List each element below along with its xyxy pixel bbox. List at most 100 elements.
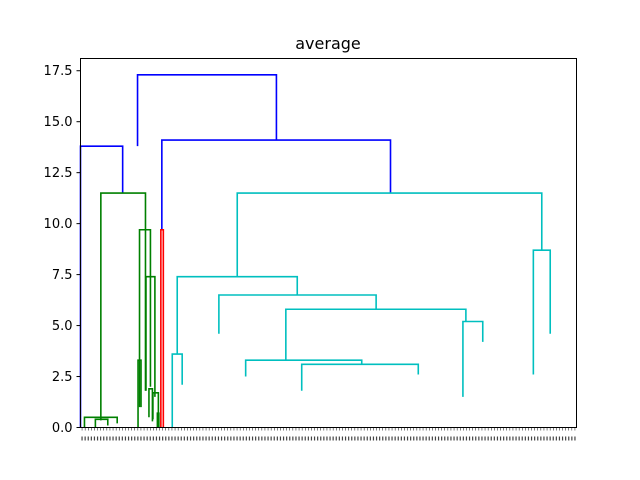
x-leaf-label-mark <box>137 436 139 441</box>
x-leaf-label-mark <box>450 436 452 441</box>
x-leaf-label-mark <box>140 436 142 441</box>
x-leaf-label-mark <box>112 436 114 441</box>
x-leaf-label-mark <box>459 436 461 441</box>
x-leaf-label-mark <box>171 436 173 441</box>
x-leaf-label-mark <box>124 436 127 441</box>
x-leaf-label-mark <box>406 436 409 441</box>
x-leaf-label-mark <box>363 436 365 441</box>
dendrogram-link-green-4 <box>83 416 118 428</box>
x-leaf-label-mark <box>441 436 443 441</box>
x-leaf-label-mark <box>410 436 412 441</box>
x-leaf-label-mark <box>388 436 390 441</box>
dendrogram-link-green-7 <box>145 275 156 397</box>
x-leaf-label-mark <box>366 436 368 441</box>
dendrogram-links <box>79 74 552 428</box>
x-leaf-label-mark <box>100 436 102 441</box>
dendrogram-link-red-12 <box>160 228 165 428</box>
y-tick-label: 0.0 <box>52 421 73 436</box>
dendrogram-link-green-5 <box>94 418 109 428</box>
x-leaf-label-mark <box>326 436 328 441</box>
dendrogram-link-cyan-19 <box>244 359 363 377</box>
x-leaf-label-mark <box>286 436 288 441</box>
x-leaf-label-mark <box>320 436 322 441</box>
dendrogram-link-green-6 <box>138 228 152 408</box>
x-leaf-label-mark <box>338 436 340 441</box>
x-leaf-label-mark <box>434 436 437 441</box>
x-leaf-label-mark <box>255 436 257 441</box>
x-leaf-label-mark <box>375 436 378 441</box>
dendrogram-link-cyan-16 <box>285 308 467 361</box>
x-leaf-label-mark <box>524 436 526 441</box>
x-leaf-label-mark <box>227 436 229 441</box>
x-leaf-label-mark <box>323 436 325 441</box>
x-leaf-label-mark <box>437 436 440 441</box>
x-leaf-label-mark <box>416 436 418 441</box>
x-leaf-label-mark <box>527 436 530 441</box>
x-leaf-label-mark <box>574 436 576 441</box>
x-leaf-label-mark <box>515 436 517 441</box>
x-leaf-label-mark <box>180 436 182 441</box>
x-leaf-label-mark <box>248 436 251 441</box>
x-leaf-label-mark <box>245 436 247 441</box>
x-leaf-label-mark <box>348 436 350 441</box>
x-leaf-label-mark <box>270 436 272 441</box>
x-leaf-label-mark <box>279 436 282 441</box>
x-leaf-label-mark <box>561 436 564 441</box>
x-leaf-label-mark <box>341 436 344 441</box>
x-leaf-label-mark <box>549 436 551 441</box>
x-leaf-label-mark <box>202 436 204 441</box>
x-leaf-label-mark <box>199 436 201 441</box>
y-tick-label: 7.5 <box>52 268 73 283</box>
x-leaf-label-mark <box>168 436 170 441</box>
x-leaf-label-mark <box>162 436 164 441</box>
dendrogram-link-cyan-14 <box>176 275 299 355</box>
dendrogram-link-cyan-21 <box>171 353 183 428</box>
x-axis-leaf-ticks <box>81 427 576 441</box>
x-leaf-label-mark <box>372 436 375 441</box>
x-leaf-label-mark <box>425 436 427 441</box>
x-leaf-label-mark <box>568 436 570 441</box>
x-leaf-label-mark <box>382 436 384 441</box>
dendrogram-link-green-8 <box>137 359 142 428</box>
y-tick-label: 17.5 <box>44 64 73 79</box>
x-leaf-label-mark <box>422 436 424 441</box>
x-leaf-label-mark <box>512 436 514 441</box>
x-leaf-label-mark <box>335 436 337 441</box>
x-leaf-label-mark <box>487 436 489 441</box>
x-leaf-label-mark <box>379 436 381 441</box>
x-leaf-label-mark <box>208 436 210 441</box>
x-leaf-label-mark <box>304 436 306 441</box>
x-leaf-label-mark <box>565 436 567 441</box>
x-leaf-label-mark <box>496 436 499 441</box>
chart-title: average <box>295 34 361 53</box>
x-leaf-label-mark <box>261 436 263 441</box>
dendrogram-link-cyan-17 <box>462 320 484 397</box>
x-leaf-label-mark <box>81 436 83 441</box>
x-leaf-label-mark <box>214 436 216 441</box>
x-leaf-label-mark <box>152 436 154 441</box>
x-leaf-label-mark <box>506 436 508 441</box>
x-leaf-label-mark <box>534 436 536 441</box>
x-leaf-label-mark <box>453 436 455 441</box>
x-leaf-label-mark <box>313 436 316 441</box>
x-leaf-label-mark <box>146 436 148 441</box>
x-leaf-label-mark <box>472 436 474 441</box>
x-leaf-label-mark <box>134 436 136 441</box>
x-leaf-label-mark <box>462 436 464 441</box>
dendrogram-link-cyan-13 <box>236 192 543 277</box>
y-tick-label: 10.0 <box>44 217 73 232</box>
dendrogram-link-blue-0 <box>136 74 278 147</box>
x-leaf-label-mark <box>431 436 433 441</box>
x-leaf-label-mark <box>369 436 371 441</box>
x-leaf-label-mark <box>478 436 480 441</box>
x-leaf-label-mark <box>115 436 117 441</box>
x-leaf-label-mark <box>558 436 561 441</box>
dendrogram-link-green-11 <box>156 412 160 428</box>
x-leaf-label-mark <box>444 436 446 441</box>
x-leaf-label-mark <box>490 436 492 441</box>
x-leaf-label-mark <box>360 436 362 441</box>
x-leaf-label-mark <box>484 436 486 441</box>
x-leaf-label-mark <box>84 436 86 441</box>
x-leaf-label-mark <box>555 436 557 441</box>
x-leaf-label-mark <box>298 436 300 441</box>
